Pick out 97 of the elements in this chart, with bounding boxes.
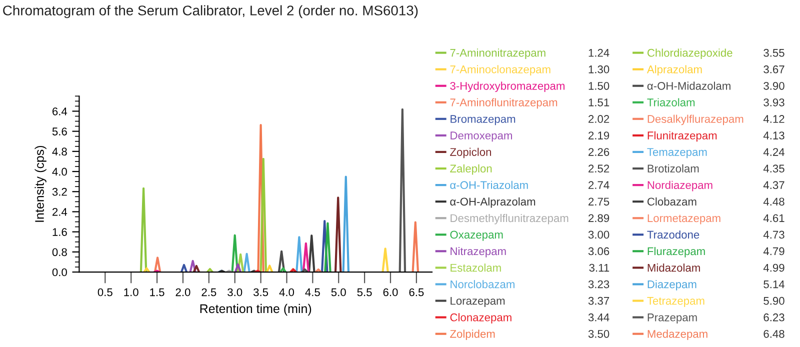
text: 4.37 (763, 181, 784, 190)
text: 1.50 (588, 82, 610, 90)
y-tick-label: 4.0 (52, 168, 67, 176)
text: 1.30 (588, 65, 610, 74)
legend-label: Trazodone (647, 230, 700, 239)
text: 2.52 (588, 164, 610, 172)
y-tick-label: 6.4 (52, 107, 68, 116)
legend-label: Zaleplon (450, 164, 492, 175)
text: 3.23 (588, 280, 610, 288)
legend-label: 7-Aminonitrazepam (450, 48, 546, 59)
x-tick-label: 4.5 (305, 288, 320, 296)
text: 4.99 (763, 264, 784, 272)
legend-label: 7-Aminoflunitrazepam (450, 98, 558, 109)
legend-label: Diazepam (648, 280, 696, 290)
legend-label: α-OH-Triazolam (450, 180, 528, 190)
legend-label: α-OH-Alprazolam (450, 197, 536, 208)
legend-label: Zolpidem (450, 330, 495, 340)
legend-label: Medazepam (648, 330, 708, 340)
legend-label: Norclobazam (450, 280, 514, 288)
y-tick-label: 4.8 (52, 148, 67, 156)
text: 2.74 (588, 181, 610, 189)
legend-label: Estazolam (450, 264, 501, 272)
text: 6.23 (764, 313, 784, 322)
y-tick-label: 2.4 (52, 208, 68, 216)
text: 3.37 (588, 296, 610, 305)
text: 3.93 (764, 98, 784, 106)
x-axis-title: Retention time (min) (200, 304, 312, 316)
text: 4.24 (763, 148, 784, 156)
legend-label: Clobazam (648, 197, 696, 206)
x-tick-label: 2.0 (176, 288, 190, 296)
legend-label: Lormetazepam (648, 214, 720, 224)
x-tick-label: 3.0 (228, 288, 242, 296)
legend-label: Demoxepam (450, 132, 512, 142)
legend-label: 3-Hydroxybromazepam (450, 82, 564, 92)
text: 5.90 (764, 296, 784, 305)
chart-title: Chromatogram of the Serum Calibrator, Level 2 (order no. MS6013) (3, 5, 418, 18)
text: 1.24 (588, 48, 610, 57)
legend-label: Nordiazepam (648, 180, 712, 192)
legend-label: Alprazolam (646, 65, 702, 76)
text: 4.73 (763, 230, 784, 239)
legend-label: Tetrazepam (647, 297, 704, 307)
x-tick-label: 1.5 (150, 288, 164, 296)
text: 3.06 (588, 247, 610, 256)
x-tick-label: 2.5 (202, 288, 216, 296)
text: 3.44 (588, 313, 610, 322)
text: 2.02 (588, 115, 610, 123)
text: 5.14 (764, 280, 784, 288)
legend-label: Bromazepam (450, 115, 516, 126)
legend-label: Nitrazepam (450, 247, 506, 258)
text: 2.26 (588, 148, 610, 156)
text: 2.89 (588, 214, 610, 222)
legend-label: Midazolam (648, 264, 700, 272)
text: 4.35 (763, 164, 784, 172)
legend-label: Oxazepam (450, 230, 503, 241)
text: 4.13 (763, 132, 784, 140)
text: 2.19 (588, 132, 610, 140)
text: 3.11 (589, 264, 610, 272)
legend-label: Flurazepam (648, 247, 705, 258)
legend-label: Brotizolam (648, 164, 699, 172)
x-tick-label: 3.5 (253, 288, 268, 296)
legend-label: Chlordiazepoxide (648, 48, 732, 59)
legend-label: Temazepam (647, 148, 707, 158)
text: 4.12 (763, 115, 784, 123)
legend-label: Prazepam (648, 314, 697, 324)
x-tick-label: 6.0 (383, 288, 398, 296)
text: 4.61 (763, 214, 784, 222)
y-axis-title: Intensity (cps) (34, 146, 46, 222)
legend-label: Triazolam (647, 98, 695, 106)
y-tick-label: 1.6 (52, 228, 67, 236)
text: 3.00 (588, 230, 610, 239)
text: 3.90 (764, 82, 784, 90)
x-tick-label: 5.0 (331, 288, 346, 296)
legend-label: Flunitrazepam (648, 131, 717, 142)
text: 6.48 (764, 330, 784, 338)
legend-label: Desalkylflurazepam (648, 114, 744, 126)
x-tick-label: 5.5 (357, 288, 372, 296)
text: 2.75 (588, 198, 610, 206)
x-tick-label: 6.5 (409, 288, 424, 296)
legend-label: Zopiclon (450, 148, 492, 158)
legend-label: α-OH-Midazolam (647, 82, 730, 90)
legend-label: Lorazepam (450, 297, 505, 307)
text: 4.48 (763, 198, 784, 206)
x-tick-label: 1.0 (124, 288, 138, 296)
y-tick-label: 0.0 (52, 268, 67, 276)
x-tick-label: 4.0 (279, 288, 294, 296)
legend-label: Desmethylflunitrazepam (450, 214, 568, 224)
text: 3.55 (764, 48, 784, 57)
y-tick-label: 0.8 (52, 248, 67, 256)
text: 4.79 (763, 247, 784, 256)
text: 1.51 (588, 98, 610, 106)
legend-label: Clonazepam (450, 313, 512, 324)
y-tick-label: 5.6 (52, 128, 67, 136)
legend-label: 7-Aminoclonazepam (450, 65, 550, 76)
text: 3.50 (588, 330, 610, 338)
text: 3.67 (764, 65, 784, 74)
x-tick-label: 0.5 (98, 288, 112, 296)
y-tick-label: 3.2 (52, 188, 67, 196)
